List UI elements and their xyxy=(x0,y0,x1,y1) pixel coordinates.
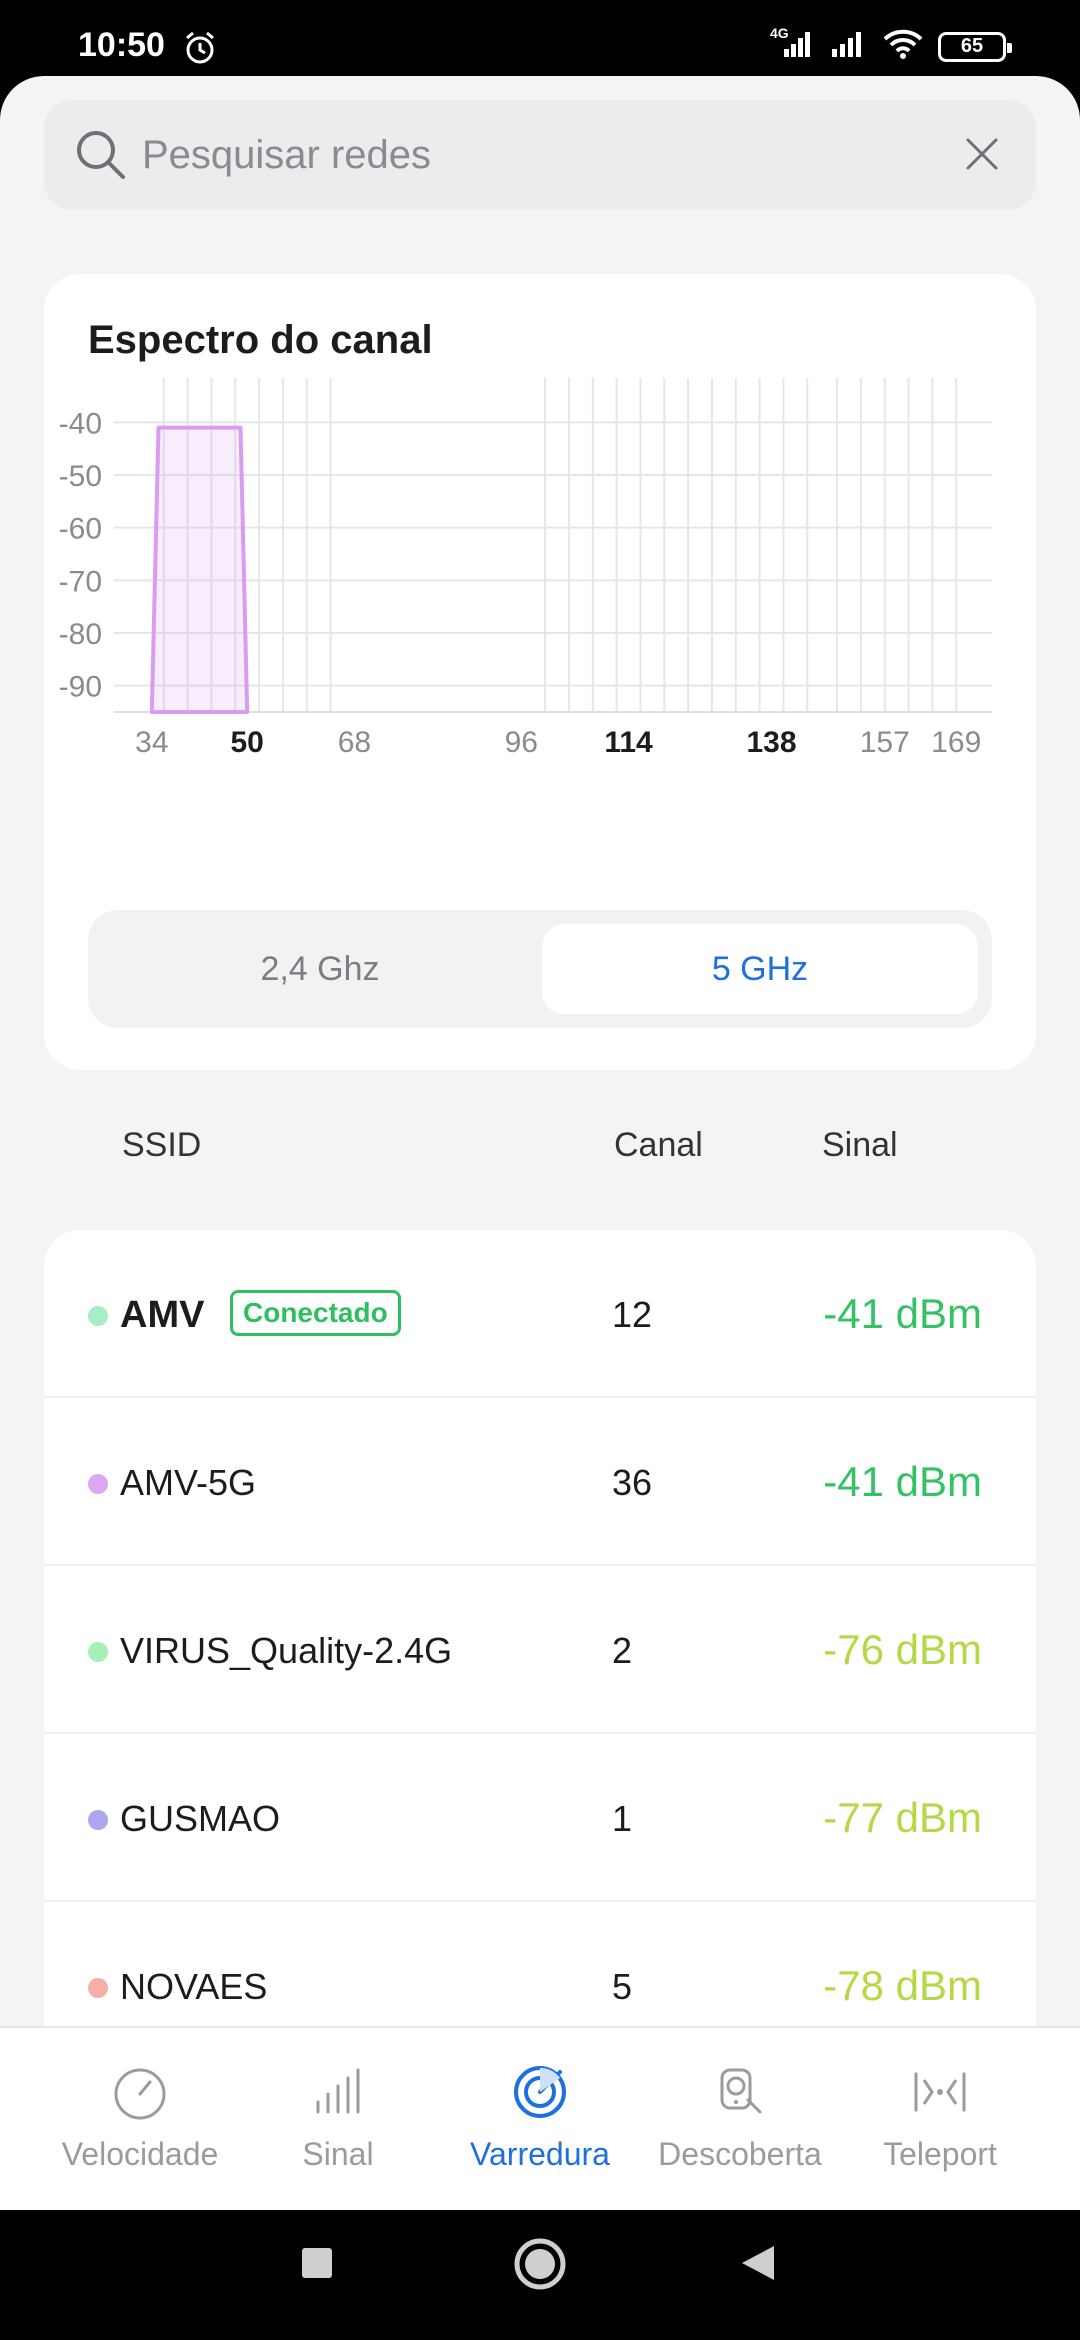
x-tick-label: 68 xyxy=(338,726,371,759)
spectrum-chart: -40 -50 -60 -70 -80 -90 34 50 68 96 114 138 157 169 xyxy=(59,378,992,759)
app-sheet: Espectro do canal -40 -50 -60 -70 -80 -90 34 50… xyxy=(0,76,1080,2210)
x-tick-label: 138 xyxy=(746,726,796,759)
nav-item-sinal[interactable]: Sinal xyxy=(238,2028,438,2212)
spectrum-title: Espectro do canal xyxy=(88,318,433,362)
network-color-dot xyxy=(88,1306,108,1326)
network-channel: 1 xyxy=(612,1798,633,1839)
nav-label: Teleport xyxy=(883,2136,997,2172)
radar-scan-icon xyxy=(514,2066,566,2118)
search-input[interactable] xyxy=(142,100,962,210)
system-nav-bar xyxy=(0,2210,1080,2340)
network-color-dot xyxy=(88,1978,108,1998)
close-icon[interactable] xyxy=(962,134,1002,179)
network-ssid: VIRUS_Quality-2.4G xyxy=(120,1630,453,1671)
battery-level: 65 xyxy=(960,35,984,57)
network-ssid: AMV xyxy=(120,1294,205,1336)
nav-label: Descoberta xyxy=(658,2136,822,2172)
network-signal: -41 dBm xyxy=(823,1458,982,1505)
signal-bars-icon xyxy=(316,2068,360,2114)
x-tick-label: 34 xyxy=(135,726,168,759)
status-icons: 4G 65 xyxy=(770,25,1012,65)
band-option-5ghz[interactable]: 5 GHz xyxy=(542,924,978,1014)
spectrum-card: Espectro do canal -40 -50 -60 -70 -80 -90 34 50… xyxy=(44,274,1036,1070)
network-channel: 36 xyxy=(612,1462,653,1503)
connected-badge: Conectado xyxy=(230,1290,401,1336)
y-tick-label: -50 xyxy=(59,460,102,493)
y-tick-label: -80 xyxy=(59,618,102,651)
teleport-icon xyxy=(914,2072,966,2112)
nav-item-teleport[interactable]: Teleport xyxy=(840,2028,1040,2212)
band-option-2-4ghz[interactable]: 2,4 Ghz xyxy=(260,949,380,988)
band-toggle: 2,4 Ghz 5 GHz xyxy=(88,910,992,1028)
recents-button[interactable] xyxy=(300,2246,334,2285)
status-time: 10:50 xyxy=(78,26,165,64)
network-color-dot xyxy=(88,1642,108,1662)
network-row[interactable]: AMV Conectado 12 -41 dBm xyxy=(44,1230,1036,1398)
x-tick-label: 157 xyxy=(860,726,910,759)
x-tick-label: 169 xyxy=(931,726,981,759)
back-button[interactable] xyxy=(740,2244,776,2287)
header-signal: Sinal xyxy=(822,1126,898,1164)
nav-label: Sinal xyxy=(302,2136,374,2172)
network-channel: 5 xyxy=(612,1966,633,2007)
search-icon xyxy=(74,128,128,187)
home-button[interactable] xyxy=(512,2236,568,2297)
nav-label: Varredura xyxy=(470,2136,610,2172)
search-bar[interactable] xyxy=(44,100,1036,210)
header-ssid: SSID xyxy=(122,1126,202,1164)
battery-icon: 65 xyxy=(938,31,1012,62)
list-header: SSID Canal Sinal xyxy=(0,1116,1080,1176)
network-channel: 12 xyxy=(612,1294,653,1335)
alarm-icon xyxy=(182,30,218,71)
device-discovery-icon xyxy=(720,2068,762,2114)
network-row[interactable]: GUSMAO 1 -77 dBm xyxy=(44,1734,1036,1902)
cellular-signal-2-icon xyxy=(828,29,868,64)
nav-item-velocidade[interactable]: Velocidade xyxy=(40,2028,240,2212)
y-tick-label: -60 xyxy=(59,513,102,546)
network-ssid: GUSMAO xyxy=(120,1798,281,1839)
network-row[interactable]: AMV-5G 36 -41 dBm xyxy=(44,1398,1036,1566)
network-row[interactable]: VIRUS_Quality-2.4G 2 -76 dBm xyxy=(44,1566,1036,1734)
x-tick-label: 96 xyxy=(505,726,538,759)
network-color-dot xyxy=(88,1474,108,1494)
bottom-nav: Velocidade Sinal Varredura Descoberta Te… xyxy=(0,2026,1080,2210)
wifi-icon xyxy=(882,28,924,65)
network-signal: -77 dBm xyxy=(823,1794,982,1841)
header-channel: Canal xyxy=(614,1126,703,1164)
network-signal: -41 dBm xyxy=(823,1290,982,1337)
network-signal: -76 dBm xyxy=(823,1626,982,1673)
x-tick-label: 50 xyxy=(230,726,263,759)
y-tick-label: -90 xyxy=(59,671,102,704)
network-list: AMV Conectado 12 -41 dBm AMV-5G 36 -41 d… xyxy=(44,1230,1036,2130)
network-ssid: NOVAES xyxy=(120,1966,268,2007)
network-signal: -78 dBm xyxy=(823,1962,982,2009)
nav-item-descoberta[interactable]: Descoberta xyxy=(640,2028,840,2212)
status-bar: 10:50 4G 65 xyxy=(0,0,1080,80)
network-color-dot xyxy=(88,1810,108,1830)
cellular-signal-icon: 4G xyxy=(770,25,814,64)
network-ssid: AMV-5G xyxy=(120,1462,257,1503)
nav-item-varredura[interactable]: Varredura xyxy=(440,2028,640,2212)
y-tick-label: -40 xyxy=(59,407,102,440)
network-type-label: 4G xyxy=(770,25,789,41)
network-channel: 2 xyxy=(612,1630,633,1671)
x-tick-label: 114 xyxy=(604,726,653,759)
speedometer-icon xyxy=(114,2068,166,2120)
y-tick-label: -70 xyxy=(59,565,102,598)
nav-label: Velocidade xyxy=(61,2136,219,2172)
series-area-amv-5g xyxy=(149,425,250,714)
